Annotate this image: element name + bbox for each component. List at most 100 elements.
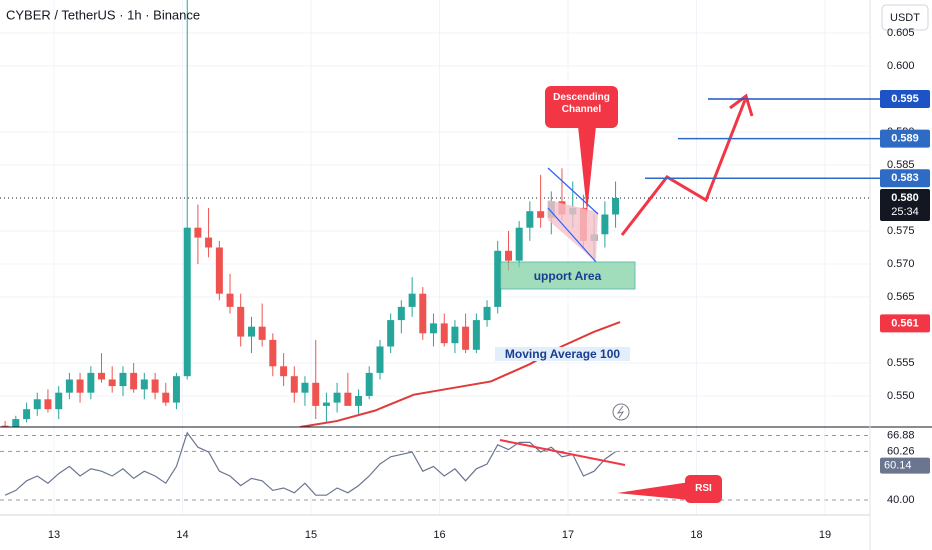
candle-body xyxy=(162,392,170,403)
candle-body xyxy=(23,409,31,420)
candle-body xyxy=(601,214,609,235)
candle-body xyxy=(397,306,405,321)
candle-body xyxy=(258,326,266,340)
unit-box[interactable] xyxy=(881,4,929,31)
y-tick-label: 0.585 xyxy=(887,159,915,171)
y-tick-label: 0.575 xyxy=(887,225,915,237)
candle-body xyxy=(172,376,180,403)
candle-body xyxy=(55,392,63,410)
x-tick-label: 15 xyxy=(305,529,317,541)
callout-box xyxy=(545,86,618,128)
countdown: 25:34 xyxy=(891,206,919,218)
candle-body xyxy=(483,306,491,321)
candle-body xyxy=(515,227,523,261)
candle-body xyxy=(333,392,341,403)
candle-body xyxy=(494,250,502,307)
y-tick-label: 0.555 xyxy=(887,357,915,369)
price-tag xyxy=(880,188,930,221)
callout-pointer xyxy=(578,126,596,212)
y-tick-label: 0.605 xyxy=(887,27,915,39)
candle-body xyxy=(269,339,277,367)
x-tick-label: 18 xyxy=(690,529,702,541)
rsi-pane xyxy=(4,431,616,496)
candle-body xyxy=(87,372,95,393)
divergence-line xyxy=(499,439,626,466)
annotation: Moving Average 100 xyxy=(495,347,630,361)
moving-average xyxy=(299,321,621,427)
y-tick-label: 0.600 xyxy=(887,60,915,72)
candle-body xyxy=(119,372,127,387)
y-tick-label: 66.88 xyxy=(887,429,915,441)
candle-body xyxy=(12,419,20,427)
price-tag xyxy=(880,314,930,333)
candle-body xyxy=(65,379,73,393)
price-tag xyxy=(880,129,930,148)
axes: 0.6050.6000.5900.5850.5750.5700.5650.555… xyxy=(48,27,930,541)
grid xyxy=(0,0,870,515)
candle-body xyxy=(194,227,202,238)
candle-body xyxy=(365,372,373,396)
y-tick-label: 0.570 xyxy=(887,258,915,270)
channel-line xyxy=(547,207,597,263)
candle-body xyxy=(280,366,288,377)
alert-icon[interactable] xyxy=(612,403,630,421)
candle-body xyxy=(1,425,9,427)
projection-arrow xyxy=(620,99,747,236)
candle-body xyxy=(237,306,245,337)
x-tick-label: 13 xyxy=(48,529,60,541)
candle-body xyxy=(355,395,363,406)
channel-fill xyxy=(548,200,598,262)
candle-body xyxy=(98,372,106,380)
candle-body xyxy=(526,211,534,228)
candle-body xyxy=(440,323,448,344)
alert-icon xyxy=(616,405,625,419)
price-tag xyxy=(880,169,930,188)
candle-body xyxy=(130,372,138,390)
callout-pointer xyxy=(617,482,690,500)
candle-body xyxy=(462,326,470,350)
value-tag-label: 60.14 xyxy=(884,460,912,472)
candle-body xyxy=(183,227,191,377)
x-tick-label: 17 xyxy=(562,529,574,541)
y-tick-label: 40.00 xyxy=(887,494,915,506)
y-tick-label: 60.26 xyxy=(887,445,915,457)
candle-body xyxy=(322,402,330,406)
annotation: upport Area xyxy=(533,269,602,283)
callout-box xyxy=(685,475,722,503)
candle-body xyxy=(429,323,437,334)
candle-body xyxy=(612,197,620,215)
y-tick-label: 0.550 xyxy=(887,390,915,402)
candle-body xyxy=(76,379,84,393)
candle-body xyxy=(140,379,148,390)
arrow-head xyxy=(729,93,754,117)
x-tick-label: 19 xyxy=(819,529,831,541)
candle-body xyxy=(387,320,395,347)
candle-body xyxy=(290,376,298,393)
price-tag-label: 0.583 xyxy=(891,172,919,184)
candle-body xyxy=(151,379,159,393)
price-tag-label: 0.595 xyxy=(891,93,919,105)
candle-body xyxy=(205,237,213,248)
candle-body xyxy=(108,379,116,387)
candle-body xyxy=(472,320,480,350)
candle-body xyxy=(33,399,41,410)
candle-body xyxy=(215,247,223,294)
annotation: Descending Channel xyxy=(553,92,610,115)
chart-title: CYBER / TetherUS · 1h · Binance xyxy=(6,7,200,22)
x-tick-label: 16 xyxy=(433,529,445,541)
price-tag-label: 0.561 xyxy=(891,317,919,329)
candle-body xyxy=(505,250,513,261)
support-area xyxy=(499,261,636,290)
candle-body xyxy=(226,293,234,307)
candle-body xyxy=(451,326,459,344)
price-tag xyxy=(880,89,930,108)
price-pane xyxy=(1,0,621,427)
unit-label: USDT xyxy=(890,12,920,24)
candle-body xyxy=(44,399,52,410)
candle-body xyxy=(312,382,320,406)
channel-line xyxy=(547,167,599,215)
value-tag xyxy=(880,457,930,474)
price-tag-label: 0.589 xyxy=(891,132,919,144)
candle-body xyxy=(376,346,384,373)
